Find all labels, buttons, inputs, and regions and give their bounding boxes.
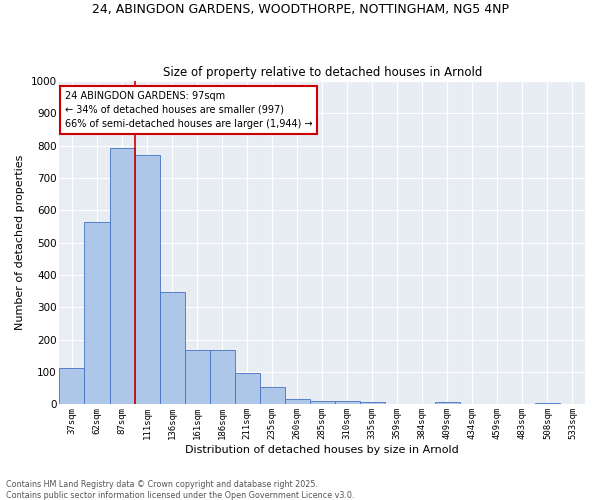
X-axis label: Distribution of detached houses by size in Arnold: Distribution of detached houses by size … [185,445,459,455]
Text: 24, ABINGDON GARDENS, WOODTHORPE, NOTTINGHAM, NG5 4NP: 24, ABINGDON GARDENS, WOODTHORPE, NOTTIN… [91,2,509,16]
Title: Size of property relative to detached houses in Arnold: Size of property relative to detached ho… [163,66,482,78]
Bar [209,350,235,405]
Bar [110,148,134,405]
Bar [535,403,560,404]
Y-axis label: Number of detached properties: Number of detached properties [15,155,25,330]
Bar [134,156,160,404]
Bar [260,388,284,404]
Bar [360,402,385,404]
Text: Contains HM Land Registry data © Crown copyright and database right 2025.
Contai: Contains HM Land Registry data © Crown c… [6,480,355,500]
Bar [160,292,185,405]
Bar [235,373,260,404]
Bar [435,402,460,404]
Bar [59,368,85,405]
Bar [284,398,310,404]
Text: 24 ABINGDON GARDENS: 97sqm
← 34% of detached houses are smaller (997)
66% of sem: 24 ABINGDON GARDENS: 97sqm ← 34% of deta… [65,91,313,129]
Bar [335,400,360,404]
Bar [185,350,209,405]
Bar [85,222,110,404]
Bar [310,400,335,404]
